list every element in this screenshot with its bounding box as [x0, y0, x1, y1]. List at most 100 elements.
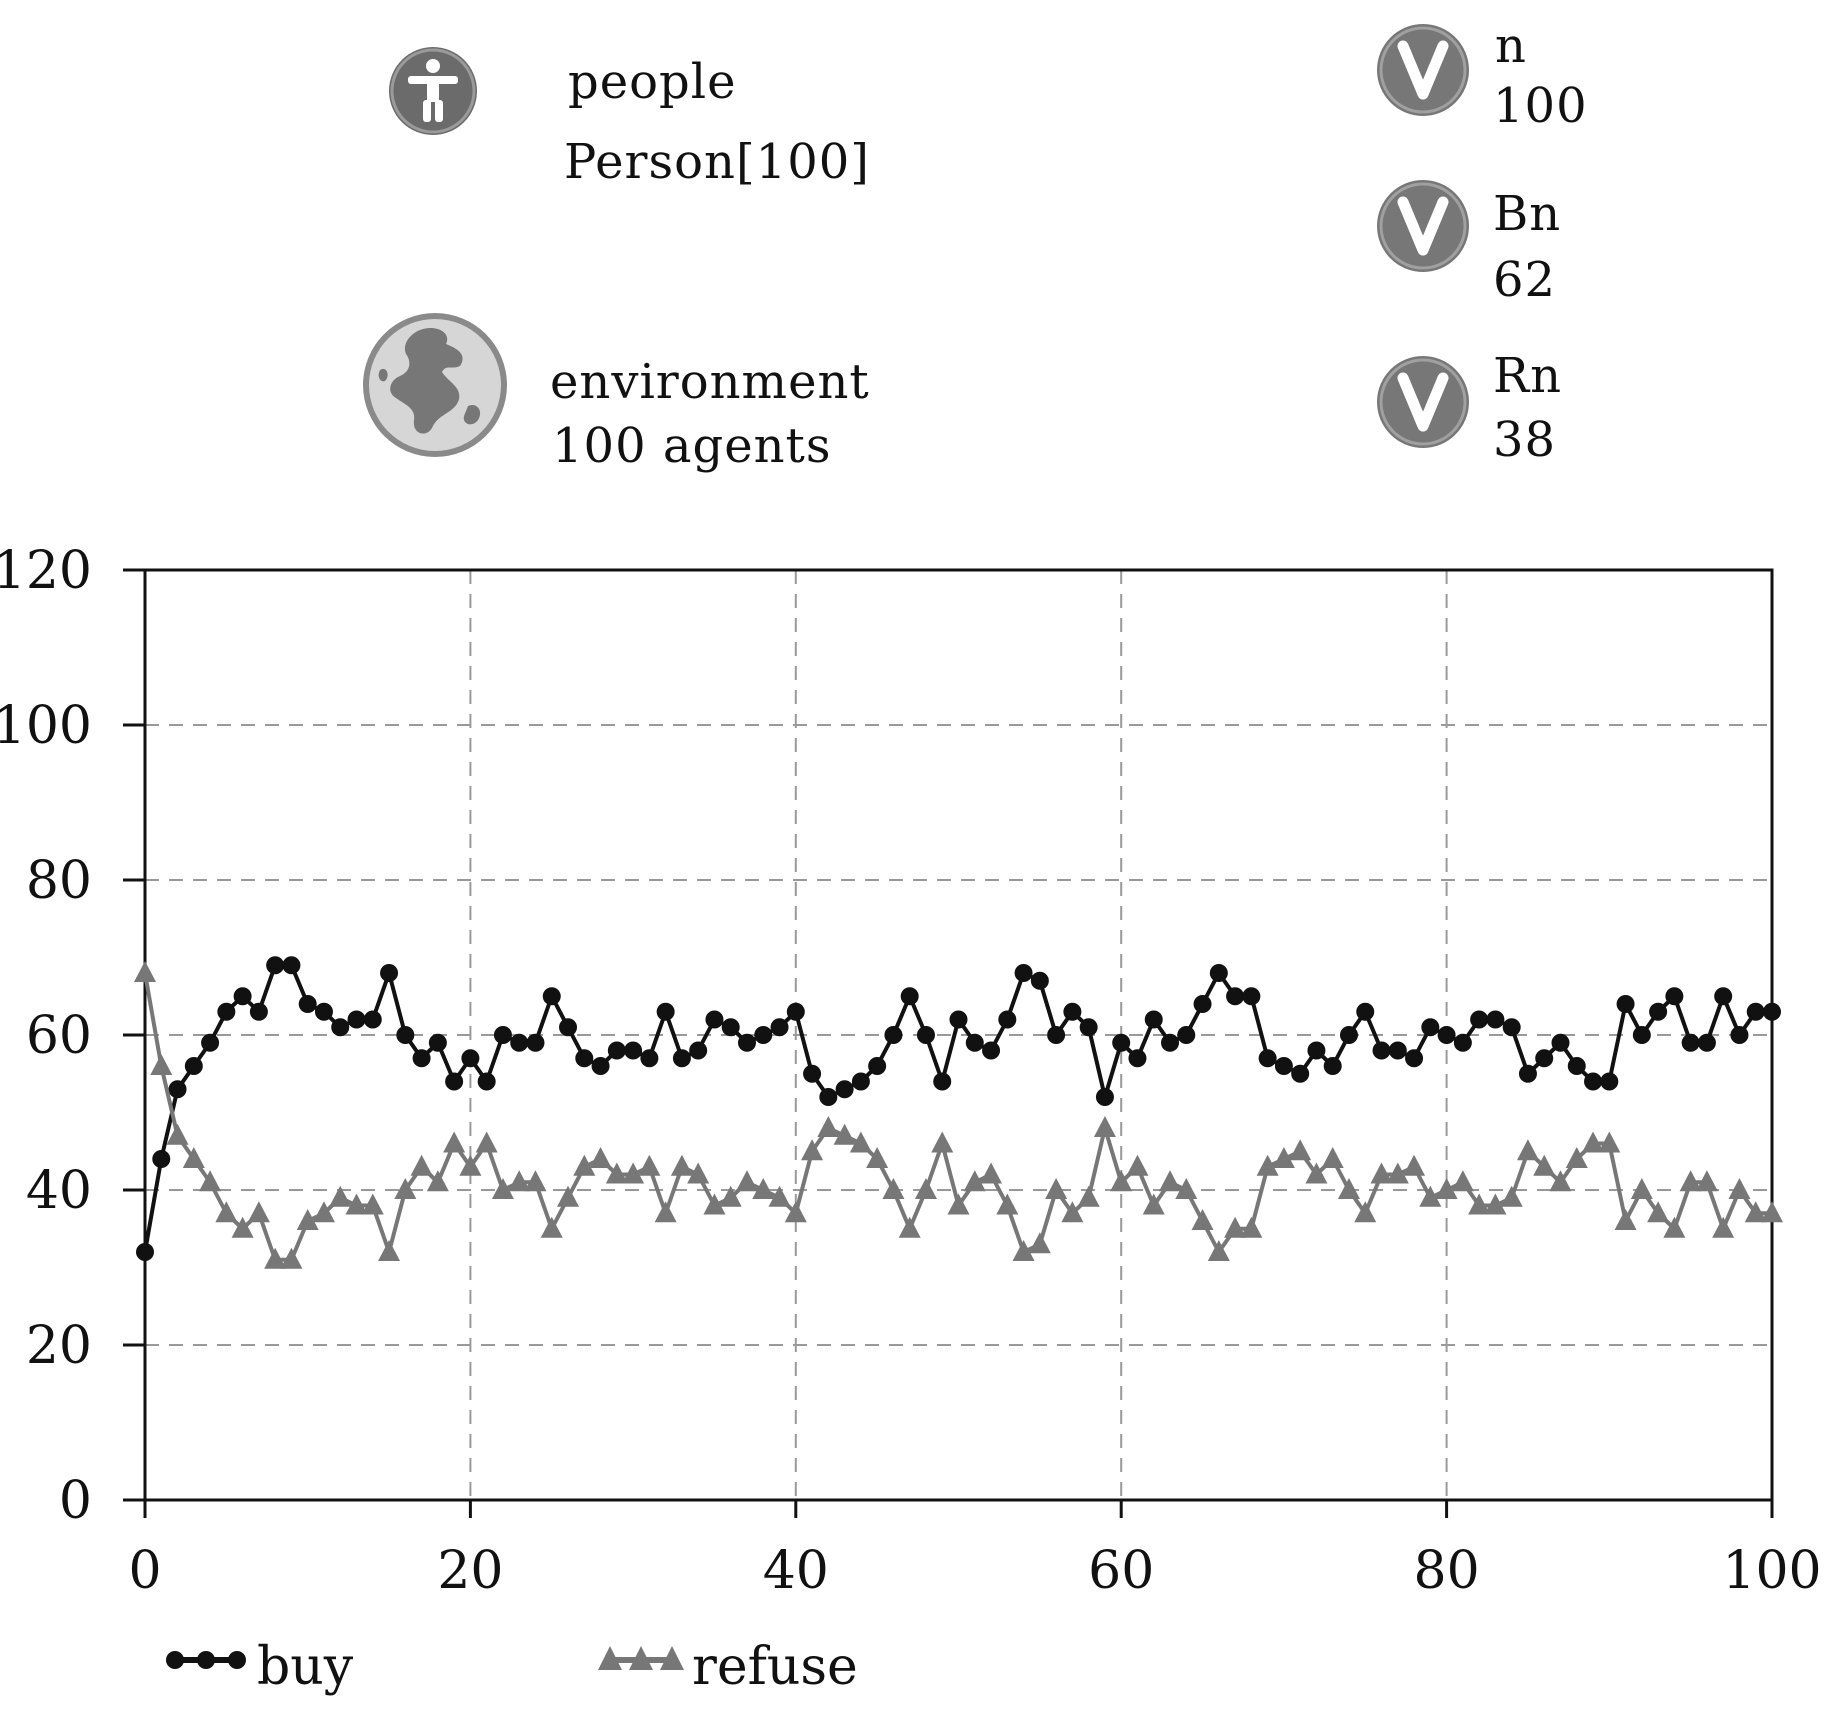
- data-point-refuse: [166, 1123, 189, 1145]
- data-point-buy: [819, 1088, 838, 1106]
- data-point-buy: [331, 1018, 350, 1037]
- data-point-refuse: [557, 1185, 580, 1207]
- data-point-refuse: [524, 1170, 547, 1192]
- data-point-buy: [624, 1041, 643, 1060]
- data-point-refuse: [784, 1201, 807, 1223]
- variable-rn[interactable]: Rn 38: [1375, 348, 1675, 478]
- data-point-refuse: [1305, 1162, 1328, 1184]
- data-point-buy: [526, 1033, 545, 1052]
- legend-item-buy: buy: [166, 1637, 354, 1697]
- data-point-refuse: [1744, 1201, 1767, 1223]
- data-point-refuse: [1598, 1131, 1621, 1153]
- data-point-buy: [314, 1002, 333, 1021]
- data-point-refuse: [1012, 1240, 1035, 1261]
- data-point-refuse: [1419, 1185, 1442, 1207]
- data-point-buy: [1226, 987, 1245, 1006]
- data-point-refuse: [801, 1139, 824, 1161]
- data-point-buy: [1535, 1049, 1554, 1068]
- time-plot-chart: 0 20 40 60 80 100 120 0 20 40 60 80 100 buy refuse: [0, 541, 1822, 1697]
- data-point-buy: [380, 964, 399, 982]
- legend-item-refuse: refuse: [598, 1637, 858, 1697]
- data-point-buy: [298, 995, 317, 1013]
- data-point-refuse: [622, 1162, 645, 1184]
- data-point-buy: [1079, 1018, 1098, 1037]
- data-point-buy: [152, 1150, 171, 1168]
- variable-icon: [1377, 24, 1469, 116]
- person-icon: [389, 47, 477, 135]
- data-point-buy: [1616, 995, 1635, 1013]
- data-point-buy: [1339, 1026, 1358, 1044]
- x-tick-label: 20: [437, 1541, 503, 1601]
- data-point-refuse: [1647, 1201, 1670, 1223]
- data-point-buy: [1112, 1033, 1131, 1052]
- data-point-buy: [900, 987, 919, 1006]
- data-point-buy: [786, 1002, 805, 1021]
- data-point-refuse: [296, 1209, 319, 1230]
- people-type: Person[100]: [564, 134, 871, 190]
- data-point-refuse: [378, 1240, 401, 1261]
- environment-name: environment: [550, 354, 870, 410]
- chart-legend: buy refuse: [166, 1637, 858, 1697]
- data-point-buy: [1274, 1057, 1293, 1075]
- data-point-refuse: [1207, 1240, 1230, 1261]
- y-tick-label: 0: [59, 1471, 92, 1531]
- legend-marker: [166, 1651, 184, 1669]
- legend-label: refuse: [692, 1637, 858, 1697]
- data-point-refuse: [768, 1185, 791, 1207]
- environment-element[interactable]: environment 100 agents: [360, 310, 900, 480]
- data-point-buy: [217, 1002, 236, 1021]
- data-point-refuse: [1695, 1170, 1718, 1192]
- data-point-refuse: [280, 1247, 303, 1269]
- data-point-refuse: [199, 1170, 222, 1192]
- y-tick-label: 80: [26, 851, 92, 911]
- data-point-refuse: [508, 1170, 531, 1192]
- data-point-buy: [1388, 1041, 1407, 1060]
- data-point-buy: [640, 1049, 659, 1068]
- data-point-buy: [1600, 1072, 1619, 1091]
- variable-n[interactable]: n 100: [1375, 18, 1675, 142]
- data-point-buy: [803, 1064, 822, 1083]
- data-point-buy: [721, 1018, 740, 1037]
- data-point-refuse: [898, 1216, 921, 1238]
- data-point-refuse: [1712, 1216, 1735, 1238]
- x-tick-label: 0: [128, 1541, 161, 1601]
- data-point-refuse: [882, 1178, 905, 1199]
- data-point-refuse: [540, 1216, 563, 1238]
- data-point-buy: [575, 1049, 594, 1068]
- data-point-refuse: [687, 1162, 710, 1184]
- y-tick-label: 60: [26, 1006, 92, 1066]
- data-point-refuse: [833, 1123, 856, 1145]
- variable-name: Bn: [1493, 186, 1562, 242]
- people-element[interactable]: people Person[100]: [380, 40, 900, 200]
- data-point-buy: [835, 1080, 854, 1099]
- data-point-refuse: [1533, 1154, 1556, 1176]
- data-point-buy: [249, 1002, 268, 1021]
- data-point-buy: [1470, 1010, 1489, 1029]
- variable-bn[interactable]: Bn 62: [1375, 174, 1675, 308]
- data-point-refuse: [638, 1154, 661, 1176]
- data-point-refuse: [426, 1170, 449, 1192]
- legend-marker: [197, 1651, 215, 1669]
- data-point-refuse: [1126, 1154, 1149, 1176]
- variable-name: n: [1495, 18, 1527, 74]
- data-point-refuse: [1403, 1154, 1426, 1176]
- legend-marker: [629, 1646, 653, 1670]
- data-point-buy: [1746, 1002, 1765, 1021]
- data-point-refuse: [264, 1247, 287, 1269]
- legend-marker: [228, 1651, 246, 1669]
- data-point-refuse: [1630, 1178, 1653, 1199]
- data-point-refuse: [459, 1154, 482, 1176]
- legend-label: buy: [257, 1637, 354, 1697]
- data-point-refuse: [1077, 1185, 1100, 1207]
- data-point-buy: [1291, 1064, 1310, 1083]
- y-tick-label: 40: [26, 1161, 92, 1221]
- data-point-refuse: [1500, 1185, 1523, 1207]
- data-point-refuse: [1045, 1178, 1068, 1199]
- data-point-buy: [1047, 1026, 1066, 1044]
- data-point-refuse: [1386, 1162, 1409, 1184]
- data-point-refuse: [231, 1216, 254, 1238]
- data-point-buy: [607, 1041, 626, 1060]
- data-point-refuse: [589, 1147, 612, 1168]
- data-point-refuse: [1256, 1154, 1279, 1176]
- data-point-buy: [1323, 1057, 1342, 1075]
